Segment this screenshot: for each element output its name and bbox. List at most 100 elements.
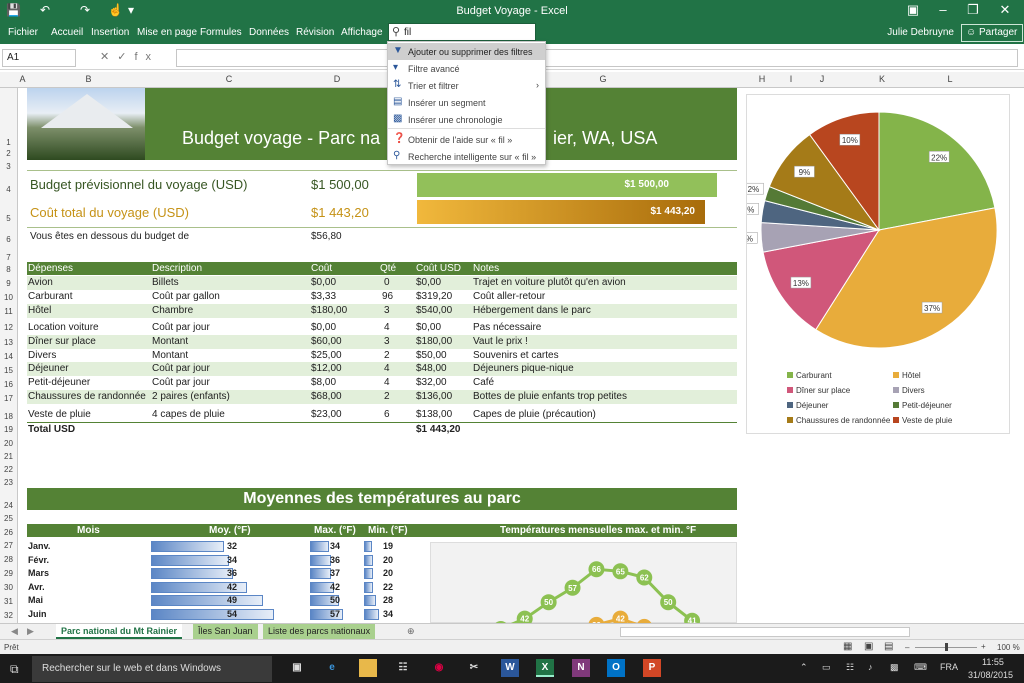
tell-me-item[interactable]: ▾ Filtre avancé [388,60,545,77]
table-row[interactable]: Déjeuner Coût par jour $12,00 4 $48,00 D… [27,362,737,376]
temperature-row[interactable]: Janv. 32 34 19 [27,540,427,554]
row-header[interactable]: 25 [4,514,13,523]
close-button[interactable]: ✕ [999,2,1011,17]
share-button[interactable]: ☺ Partager [961,24,1023,42]
column-header[interactable]: I [789,74,793,84]
row-header[interactable]: 4 [6,185,11,194]
expense-pie-chart[interactable]: 22% 37% 13% 4% 3% 2% 9% 10% Carburant Hôtel Dîner… [737,94,1010,434]
ribbon-options-icon[interactable]: ▣ [906,2,920,17]
legend-item[interactable]: Veste de pluie [893,416,952,425]
zoom-in-icon[interactable]: + [981,642,986,651]
onenote-icon[interactable]: N [572,659,590,677]
legend-item[interactable]: Divers [893,386,925,395]
row-header[interactable]: 32 [4,611,13,620]
row-header[interactable]: 9 [6,279,11,288]
tell-me-item[interactable]: ⚲ Recherche intelligente sur « fil » [388,148,545,165]
legend-item[interactable]: Chaussures de randonnée [787,416,890,425]
task-view-icon[interactable]: ▣ [292,662,302,673]
row-header[interactable]: 20 [4,439,13,448]
row-header[interactable]: 7 [6,253,11,262]
row-header[interactable]: 6 [6,235,11,244]
table-row[interactable]: Avion Billets $0,00 0 $0,00 Trajet en vo… [27,276,737,290]
data-point[interactable] [540,594,557,611]
pie-slice[interactable] [878,111,996,231]
tell-me-input[interactable]: fil [404,27,412,38]
tab-scroll-right-icon[interactable]: ▶ [27,626,34,636]
column-header[interactable]: H [758,74,766,84]
row-header[interactable]: 24 [4,501,13,510]
temperature-row[interactable]: Mars 36 37 20 [27,567,427,581]
zoom-thumb[interactable] [945,643,948,651]
row-header[interactable]: 16 [4,380,13,389]
notifications-tray-icon[interactable]: ▭ [822,662,831,672]
column-header[interactable]: D [333,74,341,84]
legend-item[interactable]: Dîner sur place [787,386,850,395]
maximize-button[interactable]: ❐ [967,2,979,17]
volume-icon[interactable]: ♪ [868,662,873,672]
powerpoint-icon[interactable]: P [643,659,661,677]
tab-formules[interactable]: Formules [200,27,242,38]
legend-item[interactable]: Carburant [787,371,832,380]
fx-icon[interactable]: fx [134,51,159,63]
row-header[interactable]: 30 [4,583,13,592]
row-header[interactable]: 26 [4,528,13,537]
data-point[interactable] [588,561,605,578]
data-point[interactable] [612,610,629,627]
total-row[interactable]: Total USD $1 443,20 [27,422,737,436]
row-header[interactable]: 12 [4,323,13,332]
taskbar-search[interactable]: Rechercher sur le web et dans Windows [32,656,272,682]
tab-fichier[interactable]: Fichier [8,27,39,38]
redo-icon[interactable]: ↷ [80,3,91,17]
keyboard-icon[interactable]: ⌨ [914,662,927,672]
data-point[interactable] [516,610,533,627]
clock-time[interactable]: 11:55 [982,657,1004,667]
data-point[interactable] [660,594,677,611]
input-language[interactable]: FRA [940,662,958,672]
column-header[interactable]: K [878,74,885,84]
tell-me-item[interactable]: ▼ Ajouter ou supprimer des filtres [388,43,545,60]
pie-slice[interactable] [762,229,881,331]
cancel-icon[interactable]: ✕ [100,51,118,63]
outlook-icon[interactable]: O [607,659,625,677]
column-header[interactable]: G [599,74,607,84]
temperature-row[interactable]: Avr. 42 42 22 [27,581,427,595]
formula-buttons[interactable]: ✕✓fx [100,50,159,63]
file-explorer-icon[interactable] [359,659,377,677]
row-header[interactable]: 17 [4,394,13,403]
table-row[interactable]: Carburant Coût par gallon $3,33 96 $319,… [27,290,737,304]
data-point[interactable] [636,569,653,586]
zoom-level[interactable]: 100 % [997,643,1020,652]
pie-slice[interactable] [815,207,998,349]
data-point[interactable] [612,563,629,580]
customize-qat-icon[interactable]: ▾ [128,3,135,17]
action-center-icon[interactable]: ▩ [890,662,899,672]
row-header[interactable]: 18 [4,412,13,421]
temperature-row[interactable]: Févr. 34 36 20 [27,554,427,568]
column-header[interactable]: J [819,74,825,84]
tell-me-item[interactable]: ❓ Obtenir de l'aide sur « fil » [388,131,545,148]
row-header[interactable]: 31 [4,597,13,606]
tab-donnees[interactable]: Données [249,27,290,38]
sheet-tab-active[interactable]: Parc national du Mt Rainier [56,624,183,639]
table-row[interactable]: Location voiture Coût par jour $0,00 4 $… [27,321,737,335]
row-header[interactable]: 8 [6,265,11,274]
enter-icon[interactable]: ✓ [117,51,135,63]
minimize-button[interactable]: – [939,2,947,17]
row-header[interactable]: 10 [4,293,13,302]
row-header[interactable]: 15 [4,366,13,375]
paint-icon[interactable]: ◉ [434,662,444,673]
windows-start-icon[interactable]: ⧉ [10,662,19,676]
row-header[interactable]: 13 [4,338,13,347]
row-header[interactable]: 19 [4,425,13,434]
tell-me-item[interactable]: ▩ Insérer une chronologie [388,111,545,128]
legend-item[interactable]: Petit-déjeuner [893,401,952,410]
row-header[interactable]: 21 [4,452,13,461]
tell-me-box[interactable]: ⚲ fil [388,23,536,41]
row-header[interactable]: 2 [6,149,11,158]
table-row[interactable]: Petit-déjeuner Coût par jour $8,00 4 $32… [27,376,737,390]
store-icon[interactable]: ☷ [398,662,408,673]
row-header[interactable]: 22 [4,465,13,474]
legend-item[interactable]: Hôtel [893,371,921,380]
normal-view-icon[interactable]: ▦ [843,641,853,652]
save-icon[interactable]: 💾 [6,3,21,17]
